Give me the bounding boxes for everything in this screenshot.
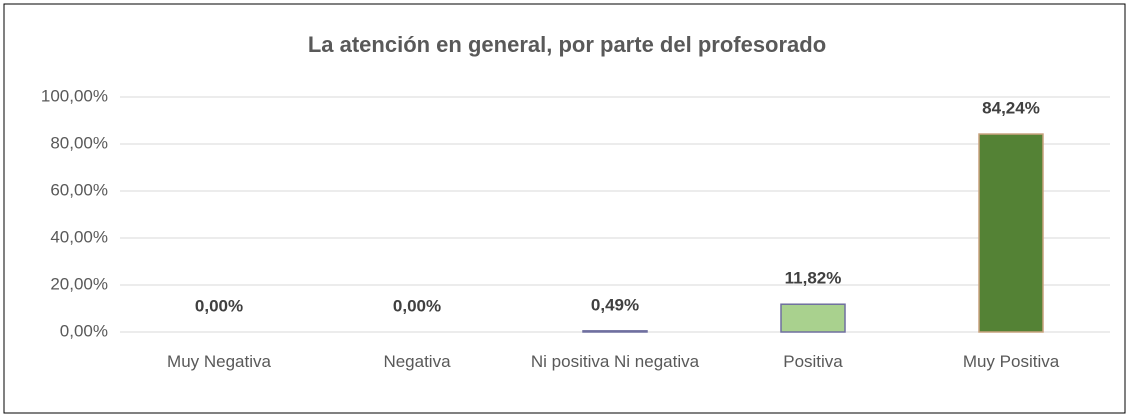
data-label: 11,82%	[785, 269, 842, 288]
y-tick-label: 100,00%	[41, 86, 108, 105]
y-tick-label: 0,00%	[60, 321, 108, 340]
chart-title: La atención en general, por parte del pr…	[308, 32, 826, 57]
x-tick-label: Negativa	[383, 352, 451, 371]
chart-border	[3, 3, 1126, 414]
x-tick-label: Positiva	[783, 352, 843, 371]
y-tick-label: 40,00%	[50, 227, 108, 246]
bar	[978, 133, 1044, 333]
x-tick-label: Muy Negativa	[167, 352, 271, 371]
data-label: 0,00%	[195, 296, 243, 315]
x-tick-label: Muy Positiva	[962, 352, 1060, 371]
bar	[582, 330, 648, 333]
y-tick-label: 20,00%	[50, 274, 108, 293]
y-tick-label: 60,00%	[50, 180, 108, 199]
bar	[780, 303, 846, 333]
data-label: 84,24%	[982, 99, 1040, 118]
x-tick-label: Ni positiva Ni negativa	[530, 352, 700, 371]
data-label: 0,00%	[393, 296, 441, 315]
y-tick-label: 80,00%	[50, 133, 108, 152]
data-label: 0,49%	[591, 295, 639, 314]
